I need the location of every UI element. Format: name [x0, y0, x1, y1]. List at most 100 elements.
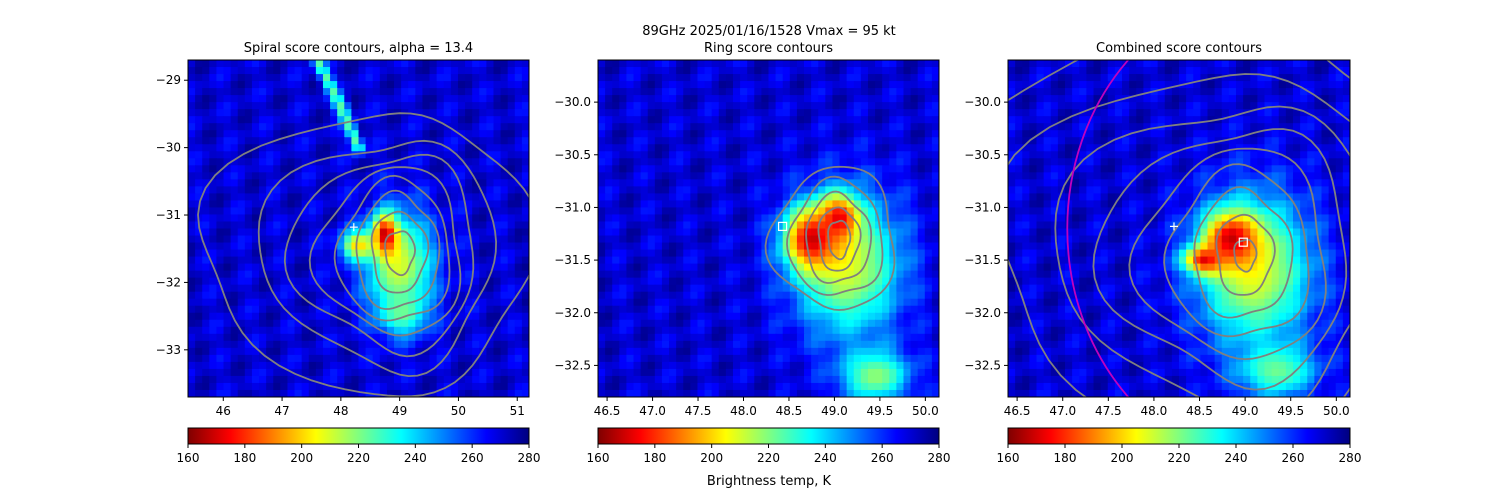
heatmap-cell — [605, 375, 613, 384]
heatmap-cell — [230, 67, 239, 75]
heatmap-cell — [740, 151, 748, 159]
heatmap-cell — [372, 347, 381, 356]
heatmap-cell — [903, 67, 912, 75]
heatmap-cell — [619, 67, 628, 75]
heatmap-cell — [697, 123, 706, 131]
heatmap-cell — [1300, 88, 1308, 96]
heatmap-cell — [188, 137, 196, 145]
heatmap-cell — [472, 165, 480, 173]
heatmap-cell — [344, 249, 352, 258]
heatmap-cell — [697, 172, 706, 180]
heatmap-cell — [301, 263, 310, 272]
heatmap-cell — [640, 151, 649, 159]
heatmap-cell — [394, 214, 402, 223]
heatmap-cell — [839, 319, 848, 328]
heatmap-cell — [1271, 81, 1280, 89]
heatmap-cell — [889, 186, 897, 194]
heatmap-cell — [867, 116, 876, 124]
heatmap-cell — [493, 186, 502, 194]
heatmap-cell — [394, 193, 402, 202]
heatmap-cell — [514, 60, 523, 68]
heatmap-cell — [294, 158, 303, 166]
heatmap-cell — [223, 340, 232, 349]
heatmap-cell — [811, 109, 819, 117]
heatmap-cell — [853, 137, 862, 145]
heatmap-cell — [619, 172, 628, 180]
heatmap-cell — [514, 88, 523, 96]
heatmap-cell — [237, 291, 246, 300]
heatmap-cell — [789, 249, 798, 258]
heatmap-cell — [486, 354, 495, 363]
heatmap-cell — [195, 228, 203, 237]
heatmap-cell — [924, 256, 933, 265]
heatmap-cell — [401, 137, 409, 145]
heatmap-cell — [605, 284, 613, 293]
heatmap-cell — [1150, 81, 1159, 89]
heatmap-cell — [747, 333, 755, 342]
heatmap-cell — [839, 242, 848, 251]
heatmap-cell — [202, 123, 210, 131]
heatmap-cell — [633, 130, 642, 138]
heatmap-cell — [244, 354, 253, 363]
heatmap-cell — [825, 263, 834, 272]
heatmap-cell — [867, 291, 876, 300]
heatmap-cell — [619, 382, 628, 391]
heatmap-cell — [683, 144, 691, 152]
heatmap-cell — [330, 193, 338, 202]
heatmap-cell — [415, 312, 424, 321]
heatmap-cell — [294, 144, 303, 152]
heatmap-cell — [514, 186, 523, 194]
heatmap-cell — [330, 179, 338, 187]
heatmap-cell — [690, 102, 699, 110]
heatmap-cell — [1250, 81, 1258, 89]
heatmap-cell — [796, 326, 805, 335]
heatmap-cell — [337, 60, 345, 68]
heatmap-cell — [647, 235, 656, 244]
heatmap-cell — [740, 270, 748, 279]
heatmap-cell — [889, 256, 897, 265]
heatmap-cell — [761, 88, 770, 96]
heatmap-cell — [676, 130, 684, 138]
heatmap-cell — [626, 144, 635, 152]
heatmap-cell — [818, 67, 826, 75]
heatmap-cell — [315, 60, 324, 68]
heatmap-cell — [754, 382, 762, 391]
heatmap-cell — [358, 270, 367, 279]
heatmap-cell — [429, 270, 438, 279]
heatmap-cell — [633, 186, 642, 194]
heatmap-cell — [619, 158, 628, 166]
heatmap-cell — [195, 109, 203, 117]
heatmap-cell — [1065, 81, 1073, 89]
heatmap-cell — [1050, 60, 1059, 68]
heatmap-cell — [202, 158, 210, 166]
heatmap-cell — [315, 144, 324, 152]
heatmap-cell — [280, 235, 289, 244]
heatmap-cell — [754, 144, 762, 152]
heatmap-cell — [825, 340, 834, 349]
heatmap-cell — [379, 123, 388, 131]
heatmap-cell — [422, 340, 431, 349]
heatmap-cell — [860, 144, 869, 152]
heatmap-cell — [358, 291, 367, 300]
contour-line — [786, 175, 884, 296]
heatmap-cell — [394, 67, 402, 75]
heatmap-cell — [747, 67, 755, 75]
heatmap-cell — [358, 256, 367, 265]
heatmap-cell — [704, 109, 713, 117]
heatmap-cell — [479, 375, 487, 384]
heatmap-cell — [514, 214, 523, 223]
heatmap-cell — [931, 305, 939, 314]
heatmap-cell — [486, 284, 495, 293]
heatmap-cell — [669, 102, 677, 110]
heatmap-cell — [832, 389, 841, 397]
heatmap-cell — [598, 389, 606, 397]
heatmap-cell — [1271, 60, 1280, 68]
heatmap-cell — [408, 312, 416, 321]
heatmap-cell — [676, 305, 684, 314]
heatmap-cell — [486, 172, 495, 180]
heatmap-cell — [683, 368, 691, 377]
heatmap-cell — [436, 137, 445, 145]
heatmap-cell — [209, 340, 218, 349]
heatmap-cell — [867, 347, 876, 356]
heatmap-cell — [1057, 60, 1066, 68]
